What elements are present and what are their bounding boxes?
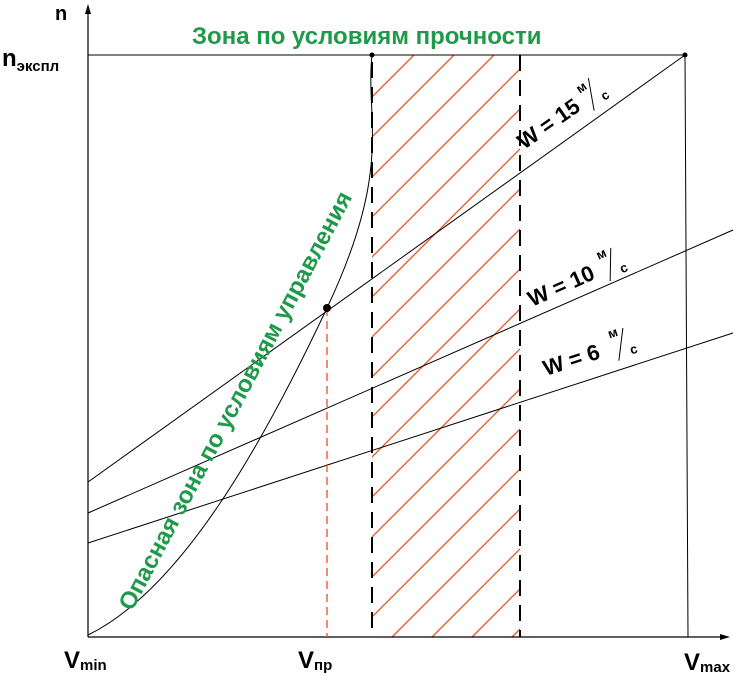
hatch-line xyxy=(372,228,520,378)
hatch-line xyxy=(511,628,520,637)
control-boundary-curve xyxy=(87,54,373,636)
w15-line xyxy=(87,54,686,483)
w6-line xyxy=(87,332,734,544)
svg-text:W = 15: W = 15 xyxy=(513,93,585,154)
strength-zone-label: Зона по условиям прочности xyxy=(192,23,542,50)
hatch-line xyxy=(372,55,375,58)
svg-text:с: с xyxy=(628,341,640,358)
hatch-line xyxy=(372,348,520,498)
svg-text:с: с xyxy=(617,260,630,277)
hatch-line xyxy=(372,428,520,578)
control-zone-label: Опасная зона по условиям управления xyxy=(113,187,358,615)
svg-text:м: м xyxy=(606,324,620,341)
hatch-line xyxy=(372,468,520,618)
w10-line xyxy=(87,229,734,514)
svg-text:W = 6: W = 6 xyxy=(540,339,603,381)
hatch-line xyxy=(0,0,452,637)
hatch-line xyxy=(431,548,520,637)
hatch-line xyxy=(372,268,520,418)
svg-text:м: м xyxy=(573,78,589,96)
svg-text:м: м xyxy=(594,245,609,263)
hatch-line xyxy=(372,68,520,218)
hatch-line xyxy=(372,148,520,298)
hatch-line xyxy=(372,388,520,538)
hatch-line xyxy=(391,508,520,637)
intersection-point xyxy=(323,304,331,312)
w10-label: W = 10 м с xyxy=(524,245,630,312)
vmax-label: Vmax xyxy=(684,649,731,676)
svg-text:W = 10: W = 10 xyxy=(524,260,598,311)
hatch-line xyxy=(0,0,412,637)
y-axis-arrow xyxy=(85,4,91,14)
hatch-line xyxy=(372,188,520,338)
vmin-label: Vmin xyxy=(64,647,107,674)
x-axis-arrow xyxy=(720,634,730,640)
y-axis-label: n xyxy=(55,3,67,25)
svg-text:с: с xyxy=(598,87,613,103)
n-expl-label: nэкспл xyxy=(2,45,59,75)
w6-label: W = 6 м с xyxy=(540,324,640,381)
hatched-zone xyxy=(0,0,520,637)
vpr-label: Vпр xyxy=(298,647,332,674)
hatch-line xyxy=(372,108,520,258)
vmax-line xyxy=(684,54,689,638)
